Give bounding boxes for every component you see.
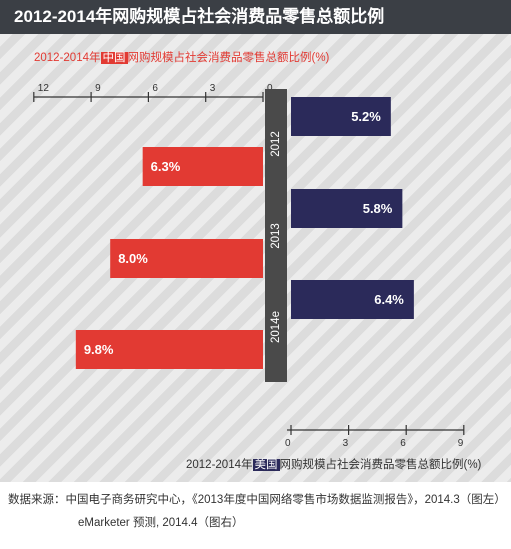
year-label-box <box>265 272 287 382</box>
china-caption-suffix: 网购规模占社会消费品零售总额比例(%) <box>127 52 330 64</box>
us-axis-caption: 2012-2014年 美国 网购规模占社会消费品零售总额比例(%) <box>186 457 481 473</box>
china-axis-tick-label: 12 <box>38 83 50 94</box>
us-axis-tick-label: 9 <box>458 438 464 449</box>
us-bar-value-label: 5.8% <box>363 201 393 216</box>
us-bar <box>291 97 391 136</box>
china-axis-tick-label: 0 <box>267 83 273 94</box>
data-source: 数据来源：中国电子商务研究中心，《2013年度中国网络零售市场数据监测报告》，2… <box>8 494 506 506</box>
header-bar: 2012-2014年网购规模占社会消费品零售总额比例 <box>0 0 511 34</box>
us-caption-suffix: 网购规模占社会消费品零售总额比例(%) <box>279 459 482 471</box>
china-bar-value-label: 8.0% <box>118 251 148 266</box>
us-caption-highlight: 美国 <box>252 459 280 471</box>
china-axis-caption: 2012-2014年 中国 网购规模占社会消费品零售总额比例(%) <box>34 50 329 66</box>
year-label-box <box>265 89 287 199</box>
china-caption-prefix: 2012-2014年 <box>34 52 101 64</box>
china-bar <box>110 239 263 278</box>
us-bar <box>291 189 403 228</box>
year-label: 2013 <box>270 223 282 249</box>
china-bar-value-label: 9.8% <box>84 342 114 357</box>
year-label: 2014e <box>270 311 282 343</box>
us-axis-tick-label: 6 <box>400 438 406 449</box>
china-bar-value-label: 6.3% <box>151 159 181 174</box>
china-bar <box>142 147 263 186</box>
us-bar-value-label: 6.4% <box>374 292 404 307</box>
us-axis-tick-label: 0 <box>285 438 291 449</box>
year-label: 2012 <box>270 131 282 157</box>
year-label-box <box>265 181 287 291</box>
china-bar <box>75 330 263 369</box>
us-caption-prefix: 2012-2014年 <box>186 459 253 471</box>
china-axis-tick-label: 6 <box>152 83 158 94</box>
china-axis-tick-label: 9 <box>95 83 101 94</box>
page-title: 2012-2014年网购规模占社会消费品零售总额比例 <box>14 7 385 26</box>
us-bar <box>291 280 414 319</box>
china-axis-tick-label: 3 <box>210 83 216 94</box>
us-bar-value-label: 5.2% <box>351 109 381 124</box>
china-caption-highlight: 中国 <box>100 52 128 64</box>
data-source-line2: eMarketer 预测, 2014.4（图右） <box>78 517 244 529</box>
us-axis-tick-label: 3 <box>343 438 349 449</box>
